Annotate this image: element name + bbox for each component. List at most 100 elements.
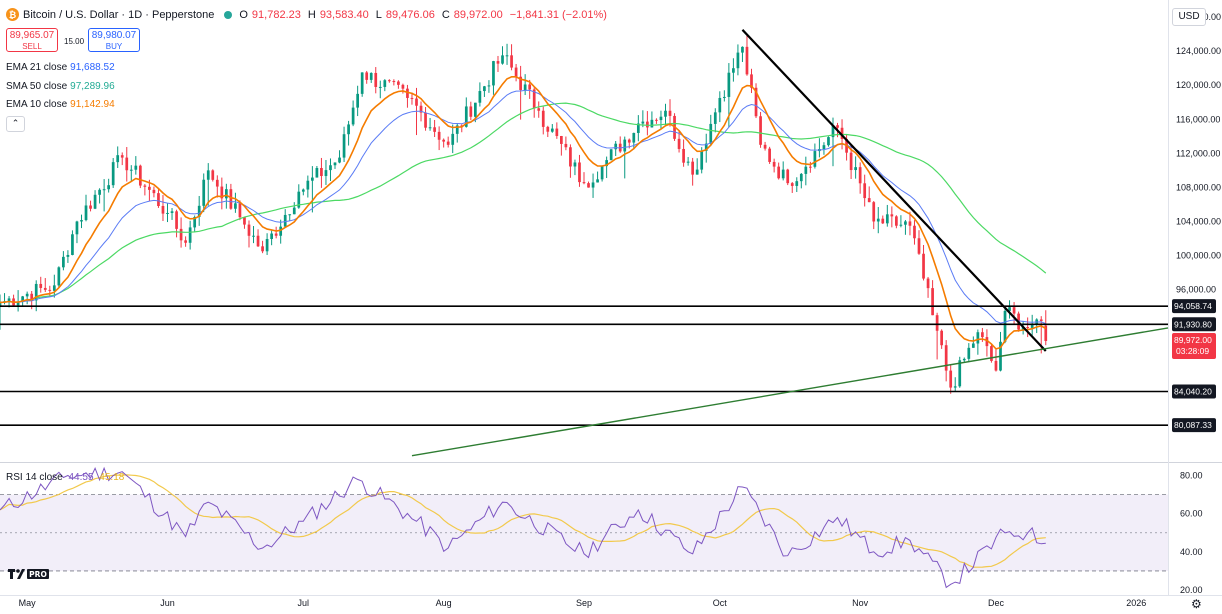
indicator-sma50[interactable]: SMA 50 close 97,289.96 [6,81,115,92]
market-open-icon [224,10,233,19]
candle-body [573,162,577,167]
candle-body [827,137,830,146]
time-axis-tick: Sep [576,598,592,608]
level-label-box [1172,418,1216,433]
rsi-band-fill [0,494,1168,571]
candle-body [650,119,654,128]
candle-body [48,289,52,291]
candle-body [111,162,115,186]
candle-body [904,221,907,225]
candle-body [890,214,894,217]
candle-body [442,139,446,142]
time-axis-tick: Jun [160,598,175,608]
candle-body [473,102,477,117]
candle-body [256,235,260,247]
candle-body [944,345,948,371]
candle-body [39,283,43,288]
candle-body [990,346,993,361]
candle-body [741,46,744,53]
candle-body [98,189,101,195]
candle-body [587,183,590,188]
candle-body [378,86,382,88]
trendline-ascending-support [411,327,1169,457]
candle-body [270,233,273,239]
candle-body [401,84,405,89]
indicator-ema10[interactable]: EMA 10 close 91,142.94 [6,99,115,110]
ema21-line [0,89,1046,325]
candle-body [790,183,794,186]
candle-body [184,240,187,243]
candle-body [704,143,708,151]
candle-body [419,105,423,113]
price-change: −1,841.31 (−2.01%) [509,8,607,21]
candle-body [849,152,853,171]
candle-body [596,179,599,183]
candle-body [342,134,346,158]
candle-body [713,112,717,124]
sell-label: SELL [22,42,42,51]
ohlc-low-value: 89,476.06 [385,8,435,21]
price-axis-tick: 108,000.00 [1176,182,1221,192]
currency-selector[interactable]: USD [1172,8,1206,26]
candle-body [483,86,486,92]
price-axis-tick: 112,000.00 [1176,148,1220,158]
candle-body [333,162,337,166]
sell-button[interactable]: 89,965.07 SELL [6,28,58,52]
time-axis-tick: Aug [436,598,452,608]
rsi-legend[interactable]: RSI 14 close 44.55 45.18 [6,472,124,483]
candle-body [546,126,550,132]
candle-body [243,217,246,225]
ema10-line [0,76,1047,350]
candle-body [80,220,83,222]
candle-body [138,165,142,186]
candle-body [840,127,844,139]
level-label-box [1172,299,1216,314]
collapse-indicators-button[interactable]: ⌃ [6,116,25,132]
candle-body [768,148,771,162]
candle-body [976,332,980,344]
candle-body [311,177,314,181]
candle-body [750,74,753,88]
candle-body [428,127,432,129]
candle-body [550,128,554,132]
candle-body [971,343,975,348]
rsi-axis-tick: 40.00 [1180,547,1203,557]
indicator-ema21[interactable]: EMA 21 close 91,688.52 [6,62,115,73]
candle-body [224,189,228,199]
candle-body [836,125,839,128]
level-label: 80,087.33 [1174,420,1212,430]
candle-body [582,182,586,184]
level-label: 84,040.20 [1174,387,1212,397]
candle-body [754,87,758,117]
candle-body [885,214,889,224]
symbol-title[interactable]: Bitcoin / U.S. Dollar · 1D · Pepperstone [23,8,215,21]
buy-button[interactable]: 89,980.07 BUY [88,28,140,52]
candle-body [908,221,912,226]
ohlc-high-key: H [307,8,316,21]
candle-body [935,315,939,331]
candle-body [84,205,88,221]
candle-body [220,186,224,199]
price-axis-tick: 116,000.00 [1176,114,1220,124]
candle-body [306,180,310,190]
candle-body [623,139,627,152]
candle-body [446,141,450,145]
candle-body [917,238,921,254]
candle-body [709,123,713,144]
candle-body [406,88,409,98]
candle-body [659,116,663,121]
price-axis-tick: 96,000.00 [1176,285,1216,295]
rsi-axis-tick: 20.00 [1180,585,1203,595]
settings-gear-icon[interactable]: ⚙ [1191,597,1202,611]
candle-body [962,358,966,361]
level-label: 91,930.80 [1174,319,1212,329]
candle-body [759,116,762,145]
price-axis-tick: 100,000.00 [1176,251,1221,261]
candle-body [926,278,930,289]
candle-body [949,370,953,388]
candle-body [478,91,482,103]
candle-body [464,106,468,127]
rsi-axis-tick: 80.00 [1180,471,1203,481]
candle-body [175,211,178,229]
